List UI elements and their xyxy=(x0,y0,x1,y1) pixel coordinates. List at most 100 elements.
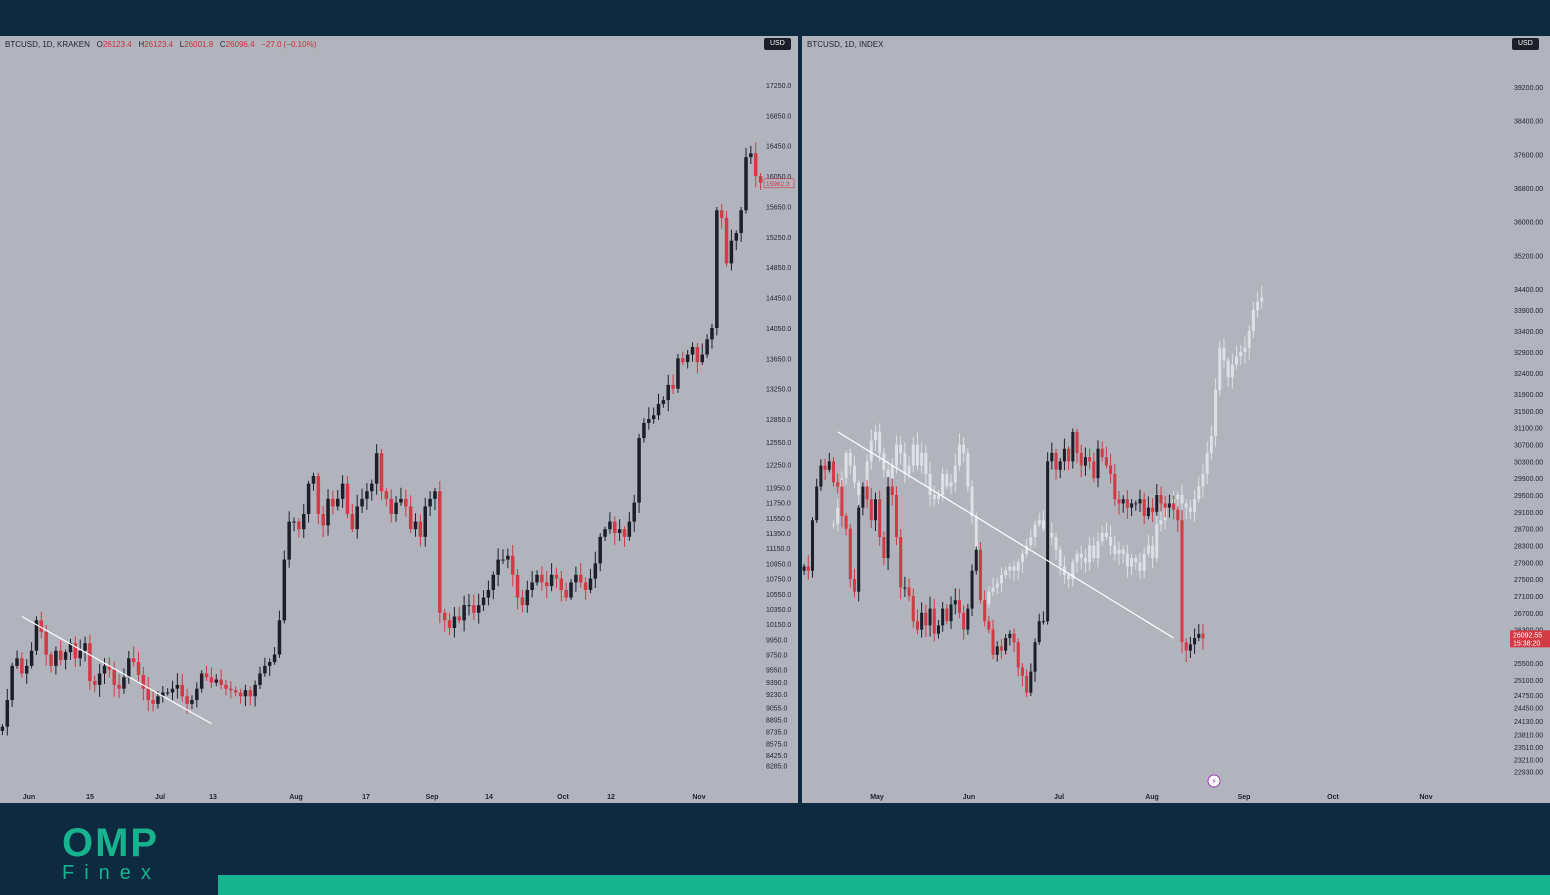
price-candle xyxy=(418,521,423,537)
left-symbol-label[interactable]: BTCUSD, 1D, KRAKEN xyxy=(5,40,90,49)
x-tick-label: Oct xyxy=(557,794,569,801)
y-tick-label: 28300.00 xyxy=(1514,543,1543,550)
ghost-candle xyxy=(1256,301,1260,310)
price-candle xyxy=(404,498,408,507)
low-label: L xyxy=(179,40,185,49)
ghost-candle xyxy=(903,452,907,474)
price-candle xyxy=(535,574,539,583)
price-candle xyxy=(326,498,330,526)
y-tick-label: 8575.0 xyxy=(766,742,788,749)
price-candle xyxy=(802,566,806,571)
right-chart-panel[interactable]: 39200.00 38400.00 37600.00 36800.00 36000.00… xyxy=(802,36,1550,803)
left-currency-button[interactable]: USD xyxy=(764,38,791,50)
y-tick-label: 9390.0 xyxy=(766,680,788,687)
y-tick-label: 30300.00 xyxy=(1514,459,1543,466)
price-candle xyxy=(345,483,350,515)
ghost-candle xyxy=(1096,541,1100,559)
price-candle xyxy=(1096,448,1100,479)
high-value: 26123.4 xyxy=(144,40,174,49)
right-symbol-legend: BTCUSD, 1D, INDEX xyxy=(807,40,883,49)
price-candle xyxy=(238,692,243,697)
price-candle xyxy=(340,483,345,499)
ghost-candle xyxy=(1083,558,1087,563)
y-tick-label: 9750.0 xyxy=(766,653,788,660)
left-chart-panel[interactable]: 17250.0 16850.0 16450.0 16050.0 15650.0 15250… xyxy=(0,36,798,803)
ghost-candle xyxy=(873,431,877,441)
left-chart-canvas[interactable]: 17250.0 16850.0 16450.0 16050.0 15650.0 15250… xyxy=(0,36,798,803)
right-symbol-label[interactable]: BTCUSD, 1D, INDEX xyxy=(807,40,884,49)
price-candle xyxy=(54,650,58,666)
ghost-candle xyxy=(894,444,898,466)
price-candle xyxy=(823,465,827,470)
trendline[interactable] xyxy=(837,431,1174,639)
price-candle xyxy=(724,217,729,264)
ghost-candle xyxy=(924,452,928,474)
price-candle xyxy=(447,620,452,628)
ghost-candle xyxy=(1159,520,1163,525)
right-chart-canvas[interactable]: 39200.00 38400.00 37600.00 36800.00 36000.00… xyxy=(802,36,1550,803)
price-candle xyxy=(1092,461,1096,479)
price-candle xyxy=(491,574,496,590)
price-candle xyxy=(467,605,471,607)
price-candle xyxy=(857,507,861,592)
right-currency-button[interactable]: USD xyxy=(1512,38,1539,50)
price-candle xyxy=(920,612,924,630)
ghost-candle xyxy=(907,465,911,474)
price-candle xyxy=(165,692,170,694)
ghost-candle xyxy=(1239,352,1243,357)
price-candle xyxy=(1050,452,1054,462)
price-candle xyxy=(1012,633,1016,643)
ghost-candle xyxy=(1146,545,1150,554)
price-candle xyxy=(1083,457,1087,466)
price-candle xyxy=(496,559,500,575)
price-candle xyxy=(384,491,389,499)
price-candle xyxy=(88,643,92,682)
price-candle xyxy=(49,654,53,666)
price-candle xyxy=(1130,503,1134,508)
y-tick-label: 8425.0 xyxy=(766,753,788,760)
y-tick-label: 11350.0 xyxy=(766,531,791,538)
price-candle xyxy=(894,495,898,538)
price-candle xyxy=(515,574,520,598)
ghost-candle xyxy=(1230,364,1234,378)
x-tick-label: Aug xyxy=(1145,794,1159,801)
price-candle xyxy=(598,536,602,564)
panel-divider[interactable] xyxy=(798,36,802,803)
price-candle xyxy=(316,476,321,515)
price-candle xyxy=(1033,642,1037,672)
y-tick-label: 25100.00 xyxy=(1514,678,1543,685)
price-candle xyxy=(836,482,840,487)
price-candle xyxy=(1180,520,1184,643)
ghost-candle xyxy=(1235,356,1239,365)
event-marker-icon[interactable] xyxy=(1207,774,1221,788)
ghost-candle xyxy=(1037,520,1041,525)
y-tick-label: 13650.0 xyxy=(766,356,791,363)
price-candle xyxy=(749,153,753,158)
price-candle xyxy=(700,354,705,363)
ghost-candle xyxy=(1222,347,1226,361)
ghost-candle xyxy=(1054,537,1058,550)
price-candle xyxy=(1125,499,1129,508)
price-candle xyxy=(73,643,78,659)
price-candle xyxy=(185,696,189,704)
price-candle xyxy=(588,578,593,590)
price-candle xyxy=(617,529,622,534)
price-candle xyxy=(564,589,568,598)
y-tick-label: 22930.00 xyxy=(1514,769,1543,776)
x-tick-label: Jun xyxy=(963,794,975,801)
price-candle xyxy=(1058,461,1062,470)
y-tick-label: 29500.00 xyxy=(1514,493,1543,500)
price-candle xyxy=(1155,495,1159,512)
price-candle xyxy=(1016,642,1020,668)
trendline[interactable] xyxy=(21,616,212,725)
y-tick-label: 9055.0 xyxy=(766,705,788,712)
ghost-candle xyxy=(831,524,836,526)
price-candle xyxy=(1079,452,1083,466)
ghost-candle xyxy=(1058,549,1062,567)
price-candle xyxy=(1197,633,1201,638)
y-tick-label: 33400.00 xyxy=(1514,329,1543,336)
y-tick-label: 34400.00 xyxy=(1514,287,1543,294)
price-candle xyxy=(1113,473,1117,500)
ghost-candle xyxy=(1121,549,1125,554)
ghost-candle xyxy=(987,591,991,605)
